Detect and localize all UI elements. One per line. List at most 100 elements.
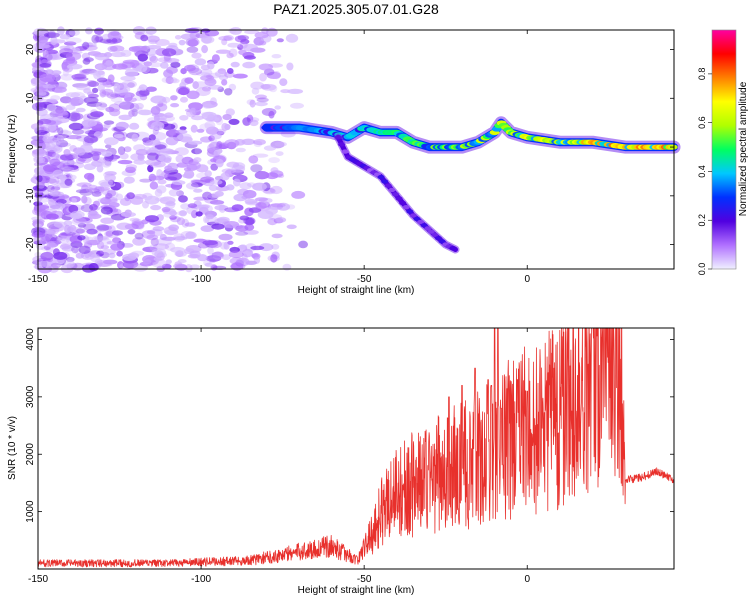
spectrogram-cell — [129, 122, 140, 130]
spectrogram-cell — [173, 233, 185, 242]
spectrogram-cell — [243, 229, 259, 235]
spectrogram-cell — [58, 235, 70, 244]
spectrogram-cell — [221, 122, 229, 132]
spectrogram-cell — [180, 230, 196, 240]
spectrogram-cell — [36, 175, 43, 183]
spectrogram-cell — [37, 260, 53, 267]
spectrogram-cell — [219, 242, 229, 250]
spectrogram-cell — [92, 52, 108, 58]
spectrogram-cell — [96, 164, 104, 173]
spectrogram-cell — [83, 126, 90, 134]
spectrogram-cell — [151, 121, 165, 131]
spectrogram-cell — [147, 152, 159, 161]
spectrogram-cell — [215, 158, 224, 168]
spectrogram-cell — [180, 96, 188, 103]
spectrogram-cell — [178, 195, 188, 203]
spectrogram-cell — [114, 101, 128, 106]
spectrogram-cell — [107, 74, 115, 83]
spectrogram-cell — [98, 179, 114, 187]
spectrogram-cell — [96, 224, 110, 232]
spectrogram-cell — [66, 63, 83, 70]
snr-x-tick-label: -50 — [357, 574, 372, 585]
spectrogram-cell — [135, 90, 150, 97]
spectrogram-cell — [168, 128, 177, 136]
spectrogram-cell — [271, 54, 282, 59]
spectrogram-cell — [224, 88, 233, 96]
spectrogram-cell — [185, 231, 197, 239]
snr-x-ticks: -150 -100 -50 0 — [28, 328, 530, 585]
spectrogram-cell — [50, 186, 61, 191]
spectrogram-cell — [46, 103, 57, 112]
spectrogram-cell — [31, 232, 46, 238]
spectrogram-cell — [120, 211, 136, 218]
spectrogram-cell — [115, 181, 125, 189]
spectrogram-cell — [286, 62, 294, 71]
spectrogram-cell — [42, 135, 51, 143]
spectrogram-cell — [177, 133, 192, 141]
spectrogram-cell — [43, 123, 57, 132]
snr-series — [37, 327, 675, 568]
spectrogram-cell — [51, 86, 67, 93]
spectrogram-cell — [201, 111, 217, 121]
spectrogram-cell — [220, 172, 230, 181]
spectrogram-cell — [112, 230, 123, 236]
spectrogram-cell — [124, 97, 137, 103]
spectrogram-cell — [238, 49, 247, 56]
spectrogram-cell — [103, 120, 115, 125]
spectrogram-cell — [271, 233, 283, 239]
spectrogram-cell — [234, 175, 247, 180]
spectrogram-cell — [298, 240, 308, 249]
spectrogram-cell — [127, 252, 140, 259]
spectrogram-cell — [235, 147, 246, 153]
spectrogram-cell — [176, 86, 191, 95]
spectrogram-cell — [184, 222, 196, 227]
snr-x-tick-label: -150 — [28, 574, 48, 585]
spectrogram-cell — [143, 61, 153, 67]
spectrogram-cell — [186, 161, 201, 170]
ridge-sample — [449, 246, 457, 251]
spectrogram-cell — [170, 95, 178, 101]
spectrogram-cell — [201, 45, 209, 54]
spectrogram-cell — [134, 50, 149, 58]
spectrogram-cell — [193, 157, 202, 163]
spectrogram-cell — [69, 224, 77, 232]
spectrogram-cell — [117, 146, 126, 156]
spectrogram-cell — [148, 228, 163, 237]
spectrogram-y-axis-label: Frequency (Hz) — [7, 115, 18, 184]
spectrogram-cell — [49, 202, 66, 210]
spectrogram-cell — [75, 107, 86, 113]
spectrogram-cell — [32, 149, 47, 155]
spectrogram-cell — [253, 256, 261, 264]
spectrogram-cell — [41, 209, 58, 214]
snr-y-tick-label: 1000 — [25, 500, 36, 523]
spectrogram-cell — [242, 61, 256, 69]
spectrogram-cell — [105, 193, 113, 199]
spectrogram-cell — [223, 221, 240, 229]
ridge-sample — [388, 187, 396, 193]
spectrogram-cell — [85, 27, 93, 35]
spectrogram-cell — [140, 34, 149, 42]
spectrogram-cell — [131, 133, 139, 142]
spectrogram-cell — [150, 237, 159, 247]
spectrogram-cell — [83, 172, 95, 180]
spectrogram-ridges — [259, 116, 681, 254]
spectrogram-cell — [156, 237, 172, 246]
spectrogram-cell — [221, 79, 228, 86]
spectrogram-cell — [201, 28, 211, 33]
spectrogram-cell — [163, 212, 178, 218]
spectrogram-cell — [190, 124, 198, 133]
spectrogram-cell — [228, 250, 244, 259]
spectrogram-cell — [79, 69, 90, 76]
spectrogram-cell — [265, 172, 279, 180]
spectrogram-cell — [173, 263, 187, 269]
spectrogram-cell — [279, 78, 288, 86]
spectrogram-cell — [159, 62, 169, 69]
spectrogram-cell — [109, 45, 125, 52]
spectrogram-cell — [44, 69, 54, 75]
spectrogram-cell — [63, 149, 71, 156]
spectrogram-cell — [115, 193, 124, 201]
spectrogram-cell — [97, 83, 105, 92]
ridge-sample — [338, 142, 346, 147]
spectrogram-cell — [195, 106, 202, 116]
